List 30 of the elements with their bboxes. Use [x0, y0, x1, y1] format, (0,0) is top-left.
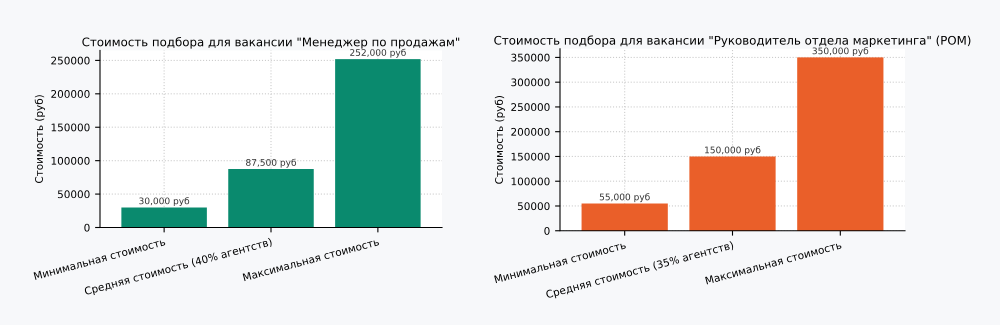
y-tick-label: 100000: [512, 177, 550, 186]
data-label: 30,000 руб: [139, 197, 190, 206]
bar: [689, 156, 776, 231]
bar: [797, 57, 884, 231]
y-tick-label: 100000: [52, 156, 90, 165]
data-label: 350,000 руб: [812, 47, 868, 56]
chart-title: Стоимость подбора для вакансии "Руководитель отдела маркетинга" (РОМ): [494, 35, 970, 48]
bar: [228, 169, 314, 228]
y-tick-label: 250000: [51, 56, 90, 65]
data-label: 87,500 руб: [246, 158, 296, 168]
bar: [335, 59, 421, 228]
y-tick-label: 200000: [51, 90, 90, 98]
y-tick-label: 0: [84, 224, 90, 232]
y-tick-label: 200000: [511, 128, 550, 136]
y-tick-label: 150000: [52, 123, 90, 132]
y-axis-title: Стоимость (руб): [494, 96, 505, 184]
y-tick-label: 50000: [518, 202, 550, 210]
y-tick-label: 150000: [512, 152, 550, 161]
y-tick-label: 250000: [511, 103, 550, 112]
y-tick-label: 350000: [511, 54, 550, 62]
y-tick-label: 50000: [58, 190, 90, 198]
data-label: 55,000 руб: [600, 193, 650, 202]
data-label: 150,000 руб: [705, 146, 760, 156]
y-tick-label: 0: [544, 226, 550, 235]
chart-title: Стоимость подбора для вакансии "Менеджер по продажам": [82, 37, 460, 49]
y-tick-label: 300000: [511, 78, 550, 86]
bar: [582, 204, 668, 231]
bar: [121, 207, 207, 228]
data-label: 252,000 руб: [350, 48, 406, 58]
y-axis-title: Стоимость (руб): [34, 95, 45, 183]
